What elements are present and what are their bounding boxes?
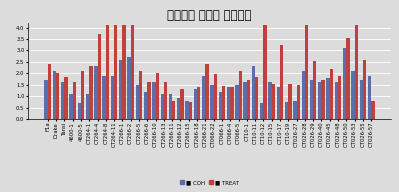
Bar — [326, 78, 330, 119]
Bar — [119, 60, 122, 119]
Bar — [243, 83, 247, 119]
Bar — [235, 85, 239, 119]
Bar — [285, 102, 288, 119]
Bar — [152, 83, 156, 119]
Bar — [160, 94, 164, 119]
Bar — [89, 66, 93, 119]
Bar — [202, 76, 205, 119]
Bar — [368, 76, 371, 119]
Bar — [44, 80, 48, 119]
Bar — [338, 76, 341, 119]
Bar — [288, 84, 292, 119]
Bar — [247, 80, 250, 119]
Bar — [313, 61, 316, 119]
Bar — [252, 66, 255, 119]
Bar — [260, 103, 263, 119]
Title: 돗마를병 저항성 간이검정: 돗마를병 저항성 간이검정 — [167, 9, 252, 22]
Bar — [81, 71, 84, 119]
Bar — [346, 38, 350, 119]
Bar — [310, 80, 313, 119]
Bar — [280, 45, 283, 119]
Bar — [86, 94, 89, 119]
Bar — [177, 98, 180, 119]
Bar — [48, 64, 51, 119]
Bar — [114, 25, 117, 119]
Bar — [230, 87, 233, 119]
Legend: ■ COH, ■ TREAT: ■ COH, ■ TREAT — [180, 180, 239, 185]
Bar — [156, 73, 159, 119]
Bar — [227, 87, 230, 119]
Bar — [210, 85, 213, 119]
Bar — [269, 83, 272, 119]
Bar — [64, 77, 68, 119]
Bar — [355, 25, 358, 119]
Bar — [53, 71, 56, 119]
Bar — [322, 80, 325, 119]
Bar — [371, 101, 375, 119]
Bar — [213, 74, 217, 119]
Bar — [363, 60, 366, 119]
Bar — [94, 66, 97, 119]
Bar — [61, 83, 64, 119]
Bar — [255, 77, 259, 119]
Bar — [330, 69, 333, 119]
Bar — [147, 83, 150, 119]
Bar — [318, 83, 322, 119]
Bar — [164, 83, 167, 119]
Bar — [277, 87, 280, 119]
Bar — [272, 84, 275, 119]
Bar — [56, 73, 59, 119]
Bar — [73, 83, 76, 119]
Bar — [351, 71, 355, 119]
Bar — [219, 92, 222, 119]
Bar — [186, 101, 189, 119]
Bar — [359, 80, 363, 119]
Bar — [69, 94, 73, 119]
Bar — [136, 85, 139, 119]
Bar — [305, 25, 308, 119]
Bar — [205, 64, 209, 119]
Bar — [139, 71, 142, 119]
Bar — [194, 89, 197, 119]
Bar — [189, 102, 192, 119]
Bar — [78, 103, 81, 119]
Bar — [335, 83, 338, 119]
Bar — [111, 76, 114, 119]
Bar — [122, 25, 126, 119]
Bar — [293, 101, 296, 119]
Bar — [197, 87, 200, 119]
Bar — [131, 25, 134, 119]
Bar — [239, 71, 242, 119]
Bar — [103, 76, 106, 119]
Bar — [263, 25, 267, 119]
Bar — [302, 71, 305, 119]
Bar — [222, 86, 225, 119]
Bar — [127, 57, 131, 119]
Bar — [169, 94, 172, 119]
Bar — [97, 35, 101, 119]
Bar — [343, 48, 346, 119]
Bar — [172, 101, 176, 119]
Bar — [144, 92, 147, 119]
Bar — [296, 85, 300, 119]
Bar — [106, 25, 109, 119]
Bar — [180, 89, 184, 119]
